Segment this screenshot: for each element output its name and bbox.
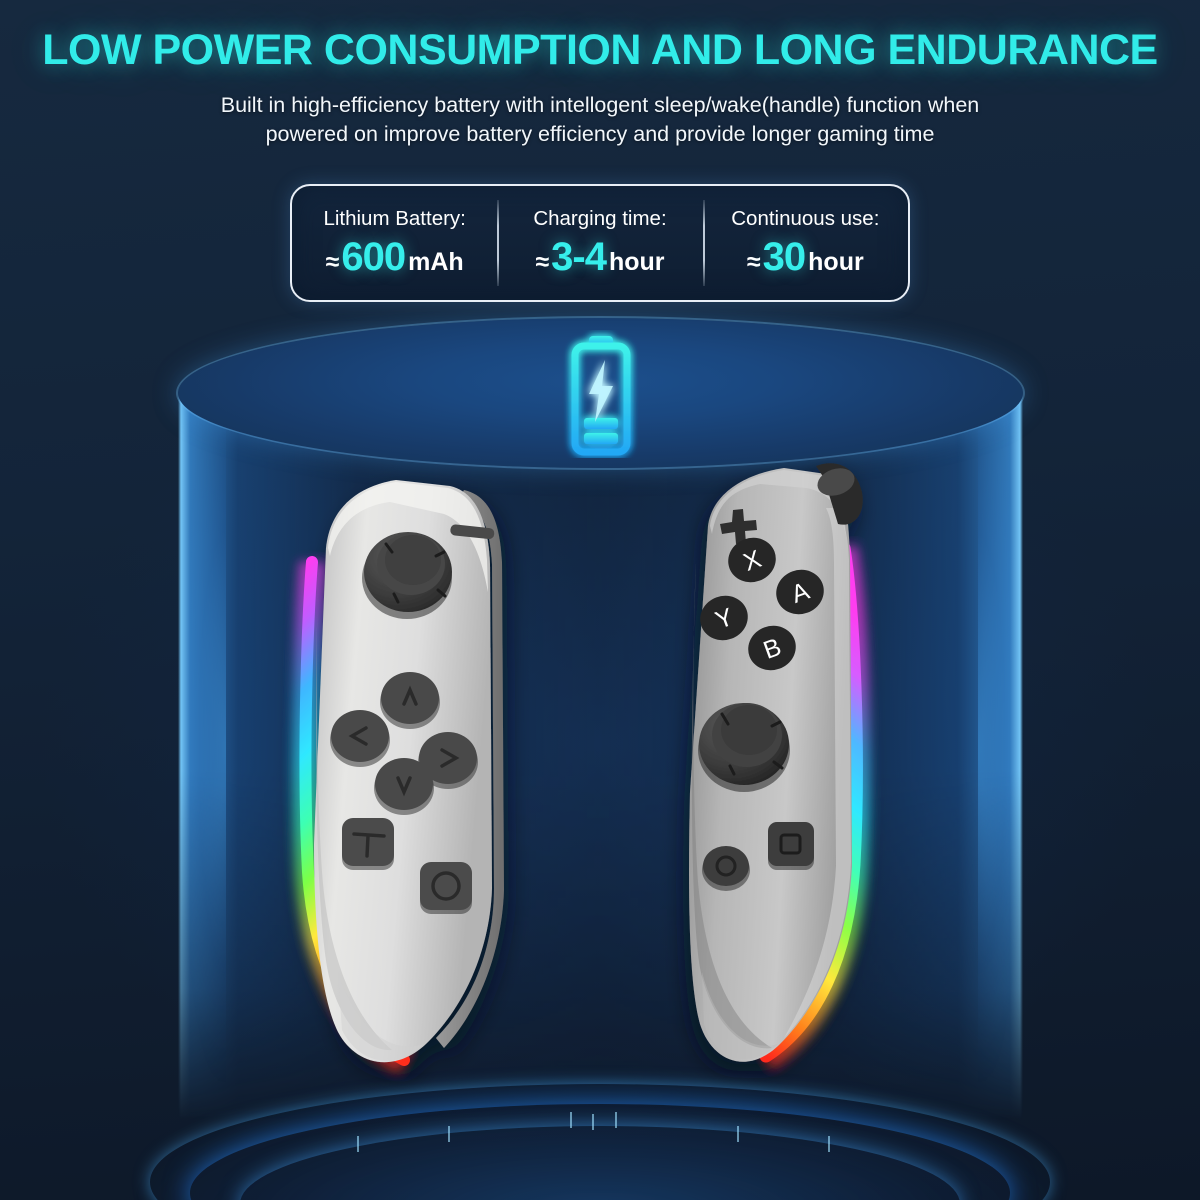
spec-unit: mAh [408, 247, 464, 276]
spec-number: 600 [341, 234, 406, 279]
approx-symbol: ≈ [746, 247, 761, 276]
subtitle-line-1: Built in high-efficiency battery with in… [220, 93, 980, 117]
hud-tick-marks [220, 1112, 980, 1152]
spec-number: 30 [762, 234, 806, 279]
spec-value: ≈ 3-4 hour [535, 237, 664, 277]
hud-ring-base [110, 1060, 1090, 1200]
spec-value: ≈ 30 hour [747, 237, 864, 277]
spec-number: 3-4 [551, 234, 607, 279]
approx-symbol: ≈ [325, 247, 340, 276]
approx-symbol: ≈ [535, 247, 550, 276]
battery-charging-icon [553, 330, 649, 458]
spec-cell-charging-time: Charging time: ≈ 3-4 hour [497, 186, 702, 300]
spec-cell-lithium-battery: Lithium Battery: ≈ 600 mAh [292, 186, 497, 300]
podium-top-rim [176, 316, 1025, 470]
spec-label: Charging time: [533, 207, 667, 231]
subtitle-line-2: powered on improve battery efficiency an… [265, 122, 935, 147]
spec-unit: hour [808, 247, 864, 276]
spec-value: ≈ 600 mAh [326, 237, 464, 277]
page-title: LOW POWER CONSUMPTION AND LONG ENDURANCE [42, 26, 1158, 74]
left-joycon-controller [268, 452, 548, 1092]
page-subtitle: Built in high-efficiency battery with in… [0, 91, 1200, 149]
header-block: LOW POWER CONSUMPTION AND LONG ENDURANCE… [0, 0, 1200, 149]
spec-label: Continuous use: [731, 207, 880, 231]
specs-panel: Lithium Battery: ≈ 600 mAh Charging time… [290, 184, 910, 302]
spec-cell-continuous-use: Continuous use: ≈ 30 hour [702, 186, 908, 300]
spec-label: Lithium Battery: [323, 207, 466, 231]
right-joycon-controller: X A Y B [648, 452, 928, 1092]
spec-unit: hour [608, 247, 665, 276]
